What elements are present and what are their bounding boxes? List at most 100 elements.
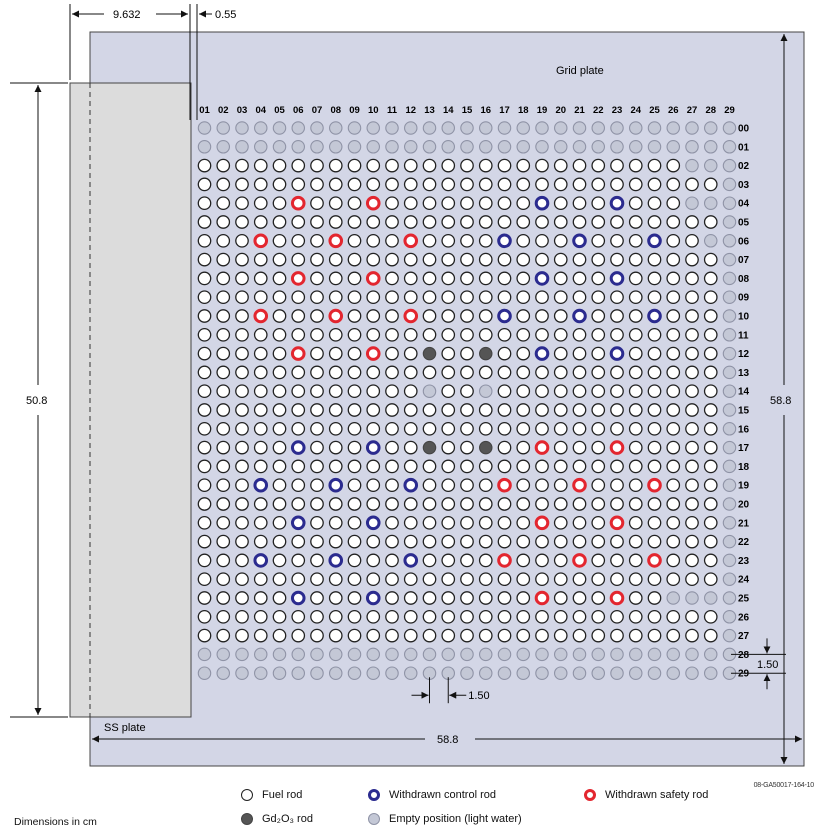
fuel-rod-01-27 [197, 628, 212, 643]
fuel-rod-03-10 [235, 309, 249, 323]
fuel-rod-27-26 [685, 609, 699, 624]
fuel-rod-17-27 [497, 628, 512, 643]
row-label-11: 11 [738, 330, 749, 341]
empty-rod-28-28 [703, 647, 718, 662]
safety-rod-06-12 [290, 346, 306, 361]
fuel-rod-12-07 [403, 252, 418, 267]
fuel-rod-16-20 [478, 497, 493, 511]
fuel-rod-05-24 [272, 572, 287, 587]
fuel-rod-08-17 [328, 440, 343, 455]
fuel-rod-20-06 [553, 233, 568, 248]
fuel-rod-25-15 [647, 403, 662, 417]
fuel-rod-11-22 [385, 534, 399, 549]
dim-pitch-x-label: 1.50 [468, 690, 489, 702]
fuel-rod-18-04 [516, 196, 531, 211]
fuel-rod-04-08 [253, 271, 268, 286]
column-label-28: 28 [705, 105, 716, 116]
fuel-rod-03-15 [235, 403, 249, 417]
fuel-rod-06-24 [291, 572, 306, 587]
fuel-rod-03-08 [235, 271, 249, 286]
fuel-rod-11-18 [385, 459, 399, 474]
fuel-rod-07-05 [310, 215, 324, 229]
fuel-rod-15-17 [460, 440, 474, 455]
fuel-rod-02-15 [216, 403, 231, 417]
fuel-rod-09-24 [347, 572, 362, 587]
empty-rod-05-00 [272, 121, 287, 135]
row-label-20: 20 [738, 500, 750, 511]
fuel-rod-14-21 [441, 515, 456, 530]
fuel-rod-18-02 [516, 158, 531, 173]
empty-rod-22-00 [591, 121, 605, 135]
safety-rod-19-17 [534, 440, 550, 455]
empty-rod-29-14 [722, 384, 737, 398]
fuel-rod-11-08 [385, 271, 399, 286]
fuel-rod-27-06 [685, 233, 699, 248]
fuel-rod-09-19 [347, 478, 362, 493]
fuel-rod-25-12 [647, 346, 662, 361]
column-label-29: 29 [724, 105, 735, 116]
fuel-rod-22-15 [591, 403, 606, 417]
fuel-rod-02-06 [216, 233, 231, 248]
fuel-rod-05-22 [272, 534, 287, 549]
fuel-rod-21-26 [572, 609, 587, 624]
fuel-rod-24-23 [628, 553, 643, 568]
row-label-07: 07 [738, 255, 750, 266]
fuel-rod-15-06 [460, 233, 474, 248]
fuel-rod-23-11 [610, 327, 624, 342]
empty-rod-18-01 [516, 140, 530, 154]
empty-rod-14-28 [441, 647, 455, 662]
fuel-rod-21-14 [572, 384, 587, 399]
fuel-rod-20-07 [553, 252, 568, 267]
fuel-rod-17-12 [497, 346, 512, 361]
fuel-rod-19-07 [535, 252, 549, 267]
dimension-pitch-x: 1.50 [411, 677, 490, 704]
empty-rod-12-01 [403, 140, 418, 154]
fuel-rod-09-13 [347, 365, 362, 380]
empty-rod-15-00 [460, 121, 474, 135]
empty-rod-17-29 [497, 666, 512, 680]
empty-rod-16-28 [478, 647, 493, 662]
fuel-rod-15-03 [460, 177, 474, 192]
fuel-rod-21-22 [572, 534, 587, 549]
fuel-rod-21-16 [572, 421, 587, 436]
fuel-rod-25-24 [647, 572, 662, 587]
fuel-rod-02-11 [216, 327, 231, 342]
control-rod-23-08 [609, 271, 625, 286]
fuel-rod-12-12 [403, 346, 418, 361]
column-label-01: 01 [199, 105, 210, 116]
fuel-rod-27-10 [685, 309, 699, 323]
fuel-rod-07-26 [310, 609, 324, 624]
fuel-rod-10-02 [366, 158, 381, 173]
fuel-rod-14-19 [441, 478, 456, 493]
empty-rod-12-00 [403, 121, 418, 135]
fuel-rod-02-27 [216, 628, 231, 643]
fuel-rod-06-09 [291, 290, 306, 305]
fuel-rod-15-25 [460, 591, 474, 605]
empty-rod-29-22 [722, 534, 737, 549]
fuel-rod-22-11 [591, 327, 606, 342]
fuel-rod-22-19 [591, 478, 606, 493]
fuel-rod-23-09 [610, 290, 624, 305]
empty-rod-08-28 [328, 647, 343, 662]
legend-gd-label: Gd₂O₃ rod [262, 813, 313, 825]
fuel-rod-24-10 [628, 309, 643, 323]
fuel-rod-14-26 [441, 609, 456, 624]
fuel-rod-04-04 [253, 196, 268, 211]
fuel-rod-12-15 [403, 403, 418, 417]
fuel-rod-08-26 [328, 609, 343, 624]
empty-rod-29-05 [722, 215, 737, 229]
fuel-rod-03-24 [235, 572, 249, 587]
column-label-12: 12 [405, 105, 416, 116]
fuel-rod-26-04 [666, 196, 681, 211]
empty-rod-03-29 [235, 666, 249, 680]
fuel-rod-04-26 [253, 609, 268, 624]
control-rod-21-10 [572, 308, 587, 324]
empty-rod-20-28 [553, 647, 568, 662]
fuel-rod-19-03 [535, 177, 549, 192]
fuel-rod-06-02 [291, 158, 306, 173]
fuel-rod-26-24 [666, 572, 681, 587]
fuel-rod-27-22 [685, 534, 699, 549]
dim-588-right-label: 58.8 [770, 395, 791, 407]
fuel-rod-13-21 [422, 515, 437, 530]
fuel-rod-13-02 [422, 158, 437, 173]
